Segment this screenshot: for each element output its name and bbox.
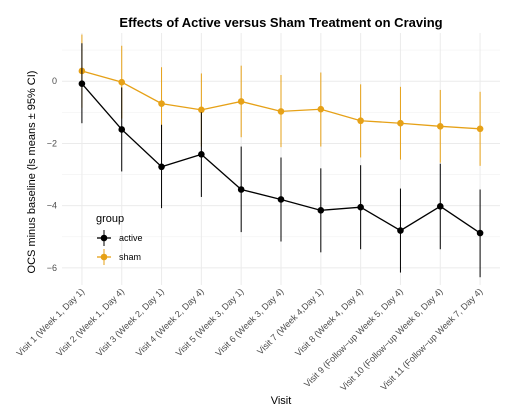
data-point: [317, 105, 325, 113]
data-point: [357, 203, 364, 211]
data-point: [118, 126, 126, 133]
data-point: [158, 163, 165, 171]
legend-title: group: [96, 213, 124, 225]
data-point: [198, 106, 205, 114]
data-point: [357, 117, 364, 125]
legend-item-active: active: [97, 230, 143, 246]
series-active: [78, 43, 484, 278]
data-point: [198, 151, 205, 158]
data-point: [397, 227, 404, 234]
legend-key-point: [100, 253, 108, 261]
legend-label: sham: [119, 252, 141, 262]
series-group: [78, 34, 484, 278]
data-point: [277, 108, 285, 115]
data-point: [476, 125, 484, 133]
x-axis-title: Visit: [271, 395, 292, 407]
data-point: [237, 186, 245, 193]
legend: group active sham: [96, 213, 143, 265]
data-point: [476, 229, 484, 237]
y-axis-title: OCS minus baseline (ls means ± 95% CI): [26, 71, 38, 274]
data-point: [397, 119, 404, 127]
legend-key-point: [100, 234, 108, 242]
y-tick-label: 0: [52, 76, 57, 86]
y-tick-label: −6: [47, 263, 57, 273]
legend-label: active: [119, 233, 143, 243]
data-point: [317, 207, 325, 214]
y-tick-label: −4: [47, 201, 57, 211]
data-point: [436, 202, 444, 210]
data-point: [78, 80, 86, 88]
y-tick-label: −2: [47, 138, 57, 148]
data-point: [118, 78, 126, 86]
y-axis-ticks: 0 −2 −4 −6: [47, 76, 57, 273]
chart-title: Effects of Active versus Sham Treatment …: [119, 15, 442, 30]
data-point: [277, 196, 285, 203]
legend-item-sham: sham: [97, 249, 141, 265]
data-point: [237, 98, 245, 105]
data-point: [158, 100, 165, 107]
data-point: [436, 123, 444, 130]
